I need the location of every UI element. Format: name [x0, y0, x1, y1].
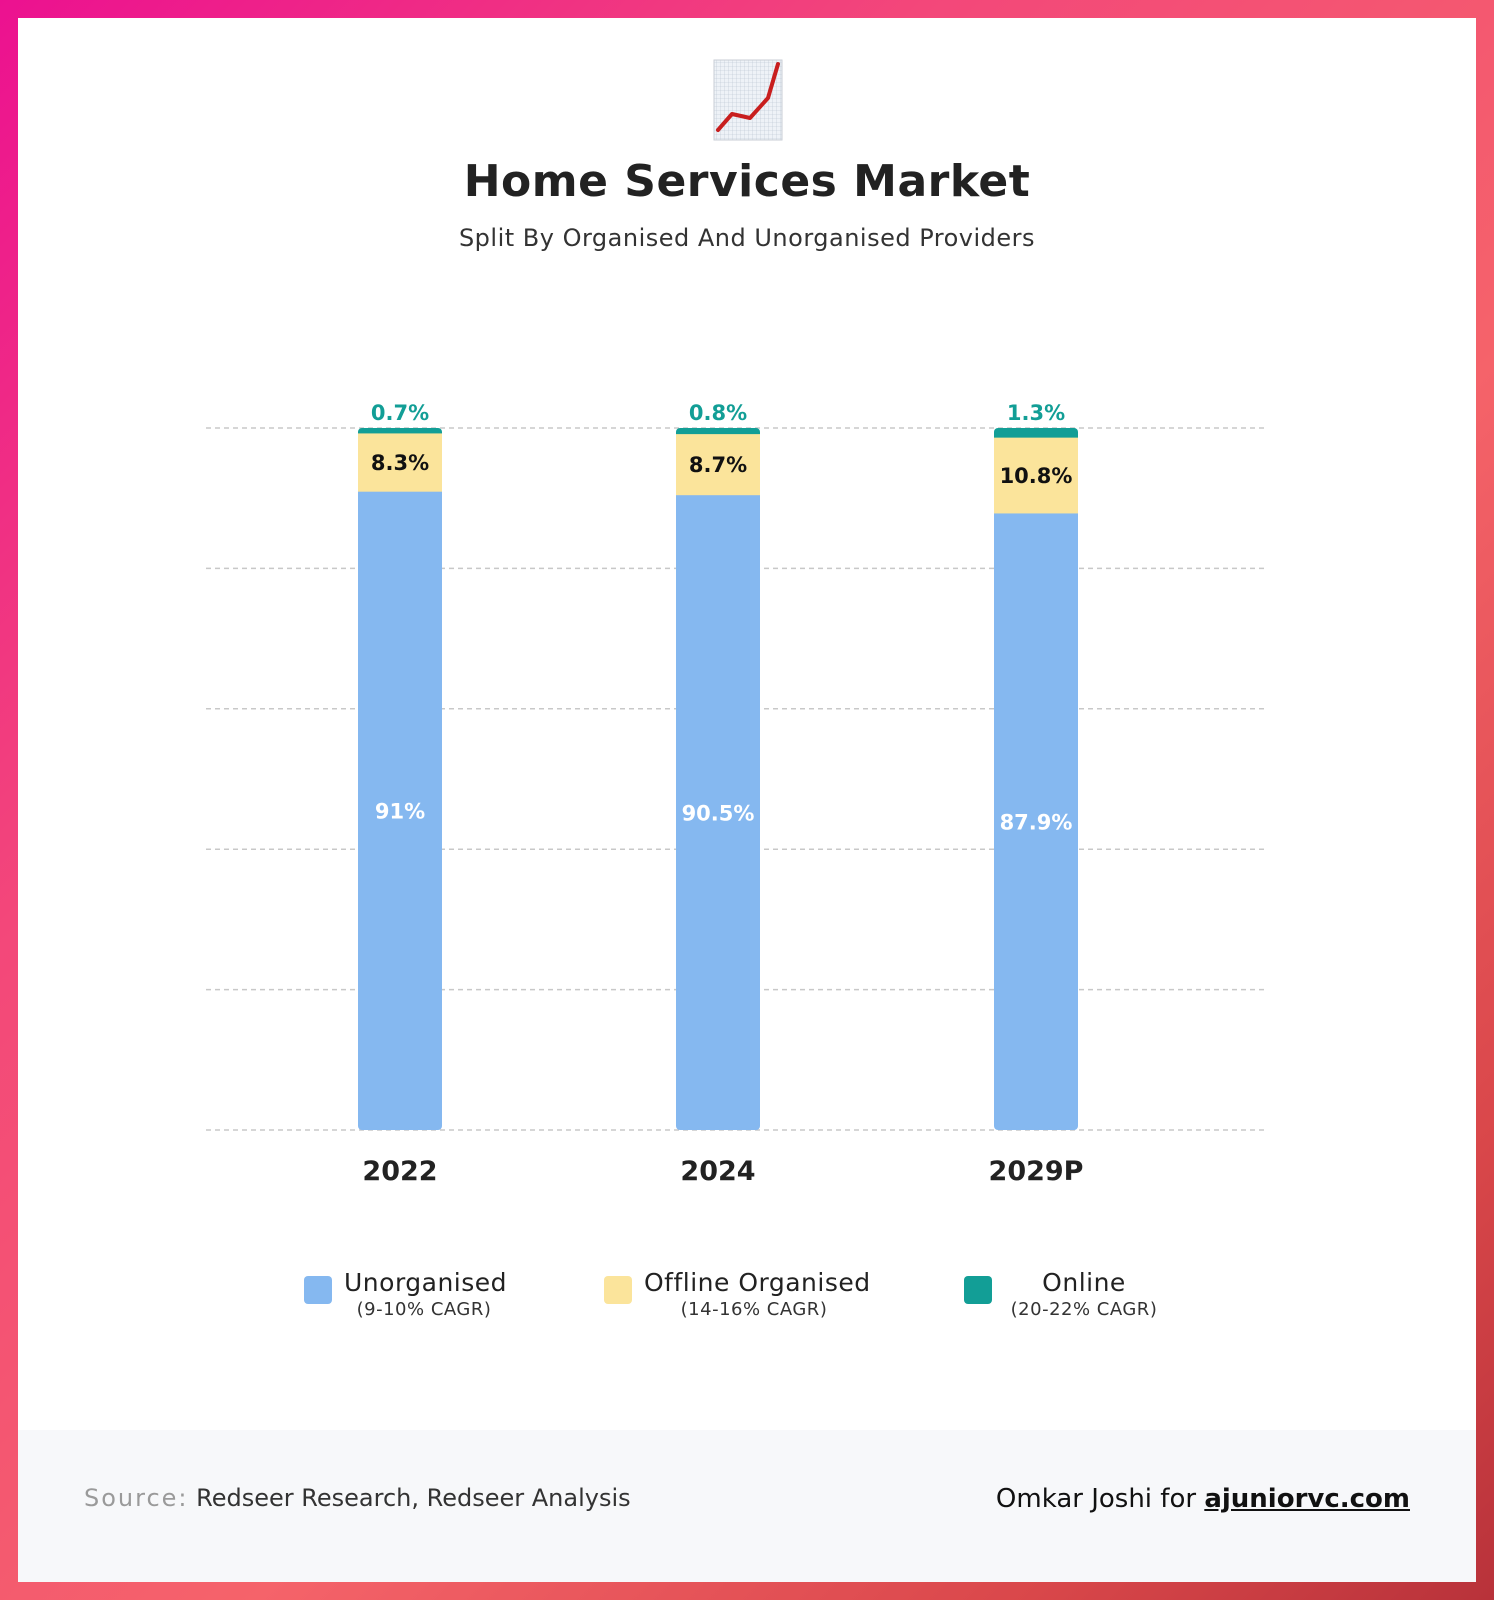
legend-label-unorganised: Unorganised — [344, 1268, 508, 1297]
x-tick-label-2022: 2022 — [362, 1156, 437, 1187]
data-label-offline-organised-2022: 8.3% — [371, 451, 429, 475]
data-label-online-2029P: 1.3% — [1007, 401, 1065, 425]
legend-swatch-unorganised — [304, 1276, 332, 1304]
footer: Source: Redseer Research, Redseer Analys… — [18, 1430, 1476, 1582]
bar-segment-2029P-online — [994, 428, 1078, 438]
bar-segment-2029P-unorganised — [994, 512, 1078, 1130]
bar-segment-2022-online — [358, 428, 442, 434]
legend-item-offline-organised: Offline Organised (14-16% CAGR) — [604, 1268, 904, 1328]
source-prefix: Source: — [84, 1484, 189, 1512]
legend-swatch-online — [964, 1276, 992, 1304]
legend-cagr-online: (20-22% CAGR) — [1010, 1299, 1158, 1320]
bar-segment-2024-offline-organised — [676, 433, 760, 496]
legend-cagr-unorganised: (9-10% CAGR) — [356, 1299, 492, 1320]
bar-segment-2029P-offline-organised — [994, 437, 1078, 514]
legend-label-offline-organised: Offline Organised — [644, 1268, 871, 1297]
data-label-online-2022: 0.7% — [371, 401, 429, 425]
legend-item-online: Online (20-22% CAGR) — [964, 1268, 1204, 1328]
bar-segment-2024-unorganised — [676, 494, 760, 1130]
data-label-unorganised-2022: 91% — [375, 800, 425, 824]
data-label-online-2024: 0.8% — [689, 401, 747, 425]
data-label-offline-organised-2029P: 10.8% — [1000, 464, 1073, 488]
legend-label-online: Online — [1042, 1268, 1126, 1297]
x-tick-label-2029P: 2029P — [989, 1156, 1084, 1187]
credit-prefix: Omkar Joshi for — [995, 1484, 1197, 1514]
legend-cagr-offline-organised: (14-16% CAGR) — [680, 1299, 828, 1320]
source-text: Redseer Research, Redseer Analysis — [196, 1484, 631, 1512]
chart-increasing-icon — [713, 59, 783, 141]
data-label-unorganised-2024: 90.5% — [682, 801, 755, 825]
chart-title: Home Services Market — [463, 156, 1031, 207]
chart-legend: Unorganised (9-10% CAGR) Offline Organis… — [18, 1268, 1476, 1328]
author-credit: Omkar Joshi for ajuniorvc.com — [996, 1484, 1410, 1514]
stacked-bar-chart: 91% 8.3% 0.7% 2022 90.5% 8.7% 0.8% 2024 87.9% 10.… — [206, 401, 1264, 1187]
x-tick-label-2024: 2024 — [680, 1156, 755, 1187]
credit-site-link[interactable]: ajuniorvc.com — [1204, 1484, 1410, 1514]
bar-segment-2022-offline-organised — [358, 432, 442, 492]
bar-segment-2022-unorganised — [358, 491, 442, 1130]
data-label-unorganised-2029P: 87.9% — [1000, 810, 1073, 834]
chart-subtitle: Split By Organised And Unorganised Provi… — [458, 224, 1036, 252]
legend-swatch-offline-organised — [604, 1276, 632, 1304]
infographic-card: Home Services Market Split By Organised … — [18, 18, 1476, 1582]
legend-item-unorganised: Unorganised (9-10% CAGR) — [304, 1268, 544, 1328]
bar-segment-2024-online — [676, 428, 760, 435]
source-note: Source: Redseer Research, Redseer Analys… — [84, 1484, 631, 1512]
data-label-offline-organised-2024: 8.7% — [689, 453, 747, 477]
